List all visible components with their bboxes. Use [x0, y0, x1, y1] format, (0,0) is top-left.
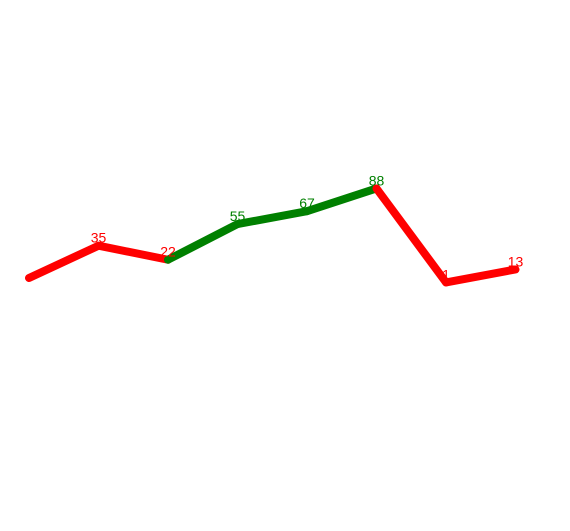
- line-segment-1: [25, 241, 103, 282]
- line-segment-4: [233, 207, 311, 229]
- data-labels: 35 22 55 67 88 1 13: [91, 172, 524, 282]
- line-segment-7: [442, 265, 520, 287]
- data-label-3: 55: [230, 208, 246, 224]
- data-label-2: 22: [160, 244, 176, 260]
- data-label-4: 67: [299, 195, 315, 211]
- line-segment-3: [164, 220, 242, 264]
- line-segment-6: [372, 184, 450, 287]
- data-label-5: 88: [369, 172, 385, 188]
- data-label-7: 13: [508, 253, 524, 269]
- line-segment-5: [303, 184, 381, 216]
- line-segments: [25, 184, 520, 287]
- data-label-1: 35: [91, 230, 107, 246]
- line-segment-2: [94, 241, 172, 264]
- data-label-6: 1: [442, 266, 450, 282]
